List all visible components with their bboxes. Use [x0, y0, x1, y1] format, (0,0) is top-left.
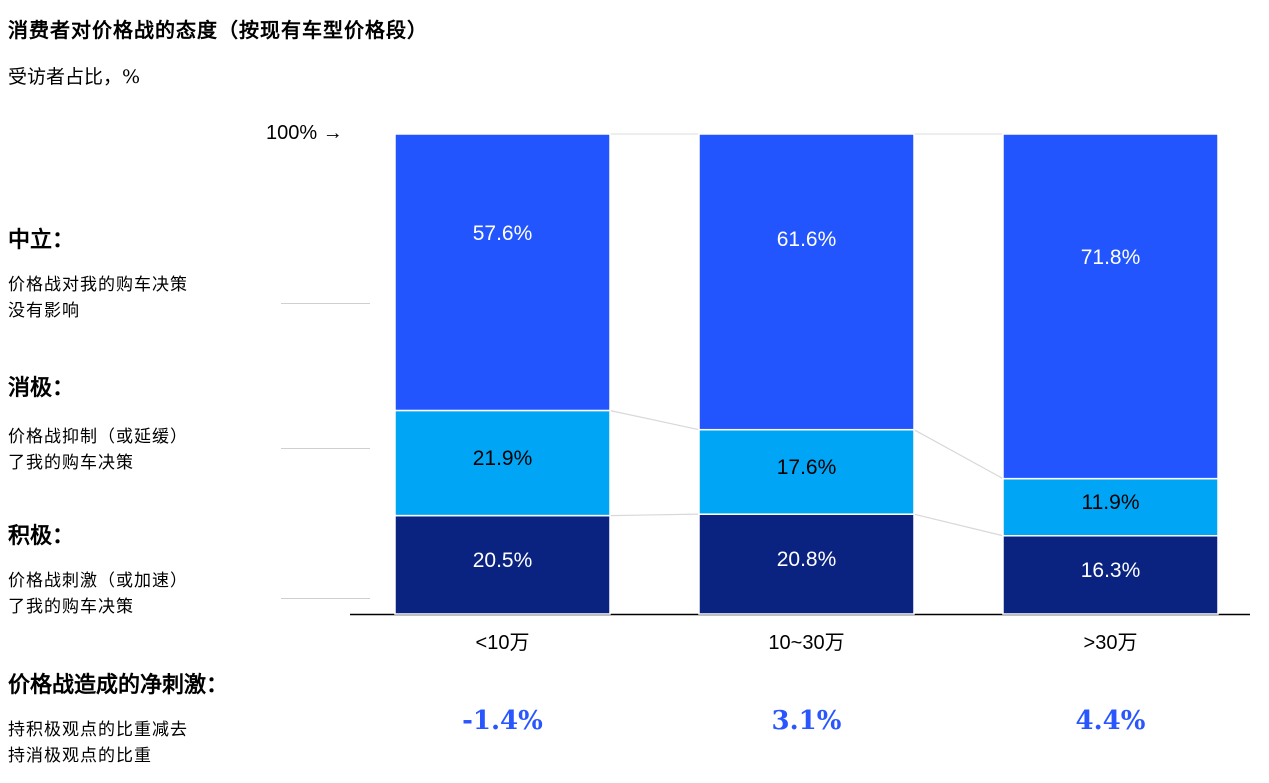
category-tick-label: <10万 — [475, 632, 530, 654]
bar-value-label: 16.3% — [1080, 558, 1141, 582]
bar-value-label: 71.8% — [1080, 246, 1141, 270]
legend-positive-heading: 积极： — [8, 523, 75, 549]
bar-value-label: 11.9% — [1081, 491, 1140, 515]
net-stimulus-value: -1.4% — [462, 706, 543, 736]
bar-segment-positive — [1002, 535, 1219, 615]
net-stimulus-value: 3.1% — [771, 706, 842, 736]
bar-segment-negative — [698, 428, 915, 515]
legend-negative-description: 价格战抑制（或延缓） 了我的购车决策 — [8, 427, 188, 473]
net-stimulus-value: 4.4% — [1075, 706, 1146, 736]
legend-positive-description: 价格战刺激（或加速） 了我的购车决策 — [8, 571, 188, 617]
bar-value-label: 21.9% — [472, 447, 533, 471]
hundred-percent-marker: 100% → — [266, 122, 343, 144]
bar-value-label: 17.6% — [776, 455, 837, 479]
legend-neutral-guide — [281, 303, 370, 304]
legend-negative-heading: 消极： — [8, 375, 75, 401]
bar-segment-neutral — [394, 133, 611, 412]
bar-value-label: 61.6% — [776, 228, 837, 252]
bar-value-label: 20.5% — [472, 548, 533, 572]
chart-subtitle: 受访者占比，% — [8, 66, 141, 88]
segment-connector-line — [913, 513, 1004, 537]
bar-value-label: 57.6% — [472, 221, 533, 245]
legend-neutral-heading: 中立： — [8, 227, 75, 253]
bar-segment-neutral — [698, 133, 915, 431]
segment-connector-line — [609, 513, 700, 517]
segment-connector-line — [913, 429, 1004, 480]
bar-segment-positive — [698, 513, 915, 615]
legend-positive-guide — [281, 598, 370, 599]
bar-segment-negative — [394, 409, 611, 517]
net-stimulus-heading: 价格战造成的净刺激： — [8, 672, 229, 698]
legend-negative-guide — [281, 448, 370, 449]
net-stimulus-description: 持积极观点的比重减去 持消极观点的比重 — [8, 720, 188, 766]
legend-neutral-description: 价格战对我的购车决策 没有影响 — [8, 275, 188, 321]
bar-segment-neutral — [1002, 133, 1219, 480]
category-tick-label: >30万 — [1083, 632, 1138, 654]
category-tick-label: 10~30万 — [768, 632, 845, 654]
bar-segment-positive — [394, 514, 611, 615]
segment-connector-line — [609, 409, 700, 431]
chart-title: 消费者对价格战的态度（按现有车型价格段） — [8, 18, 428, 42]
bar-value-label: 20.8% — [776, 548, 837, 572]
